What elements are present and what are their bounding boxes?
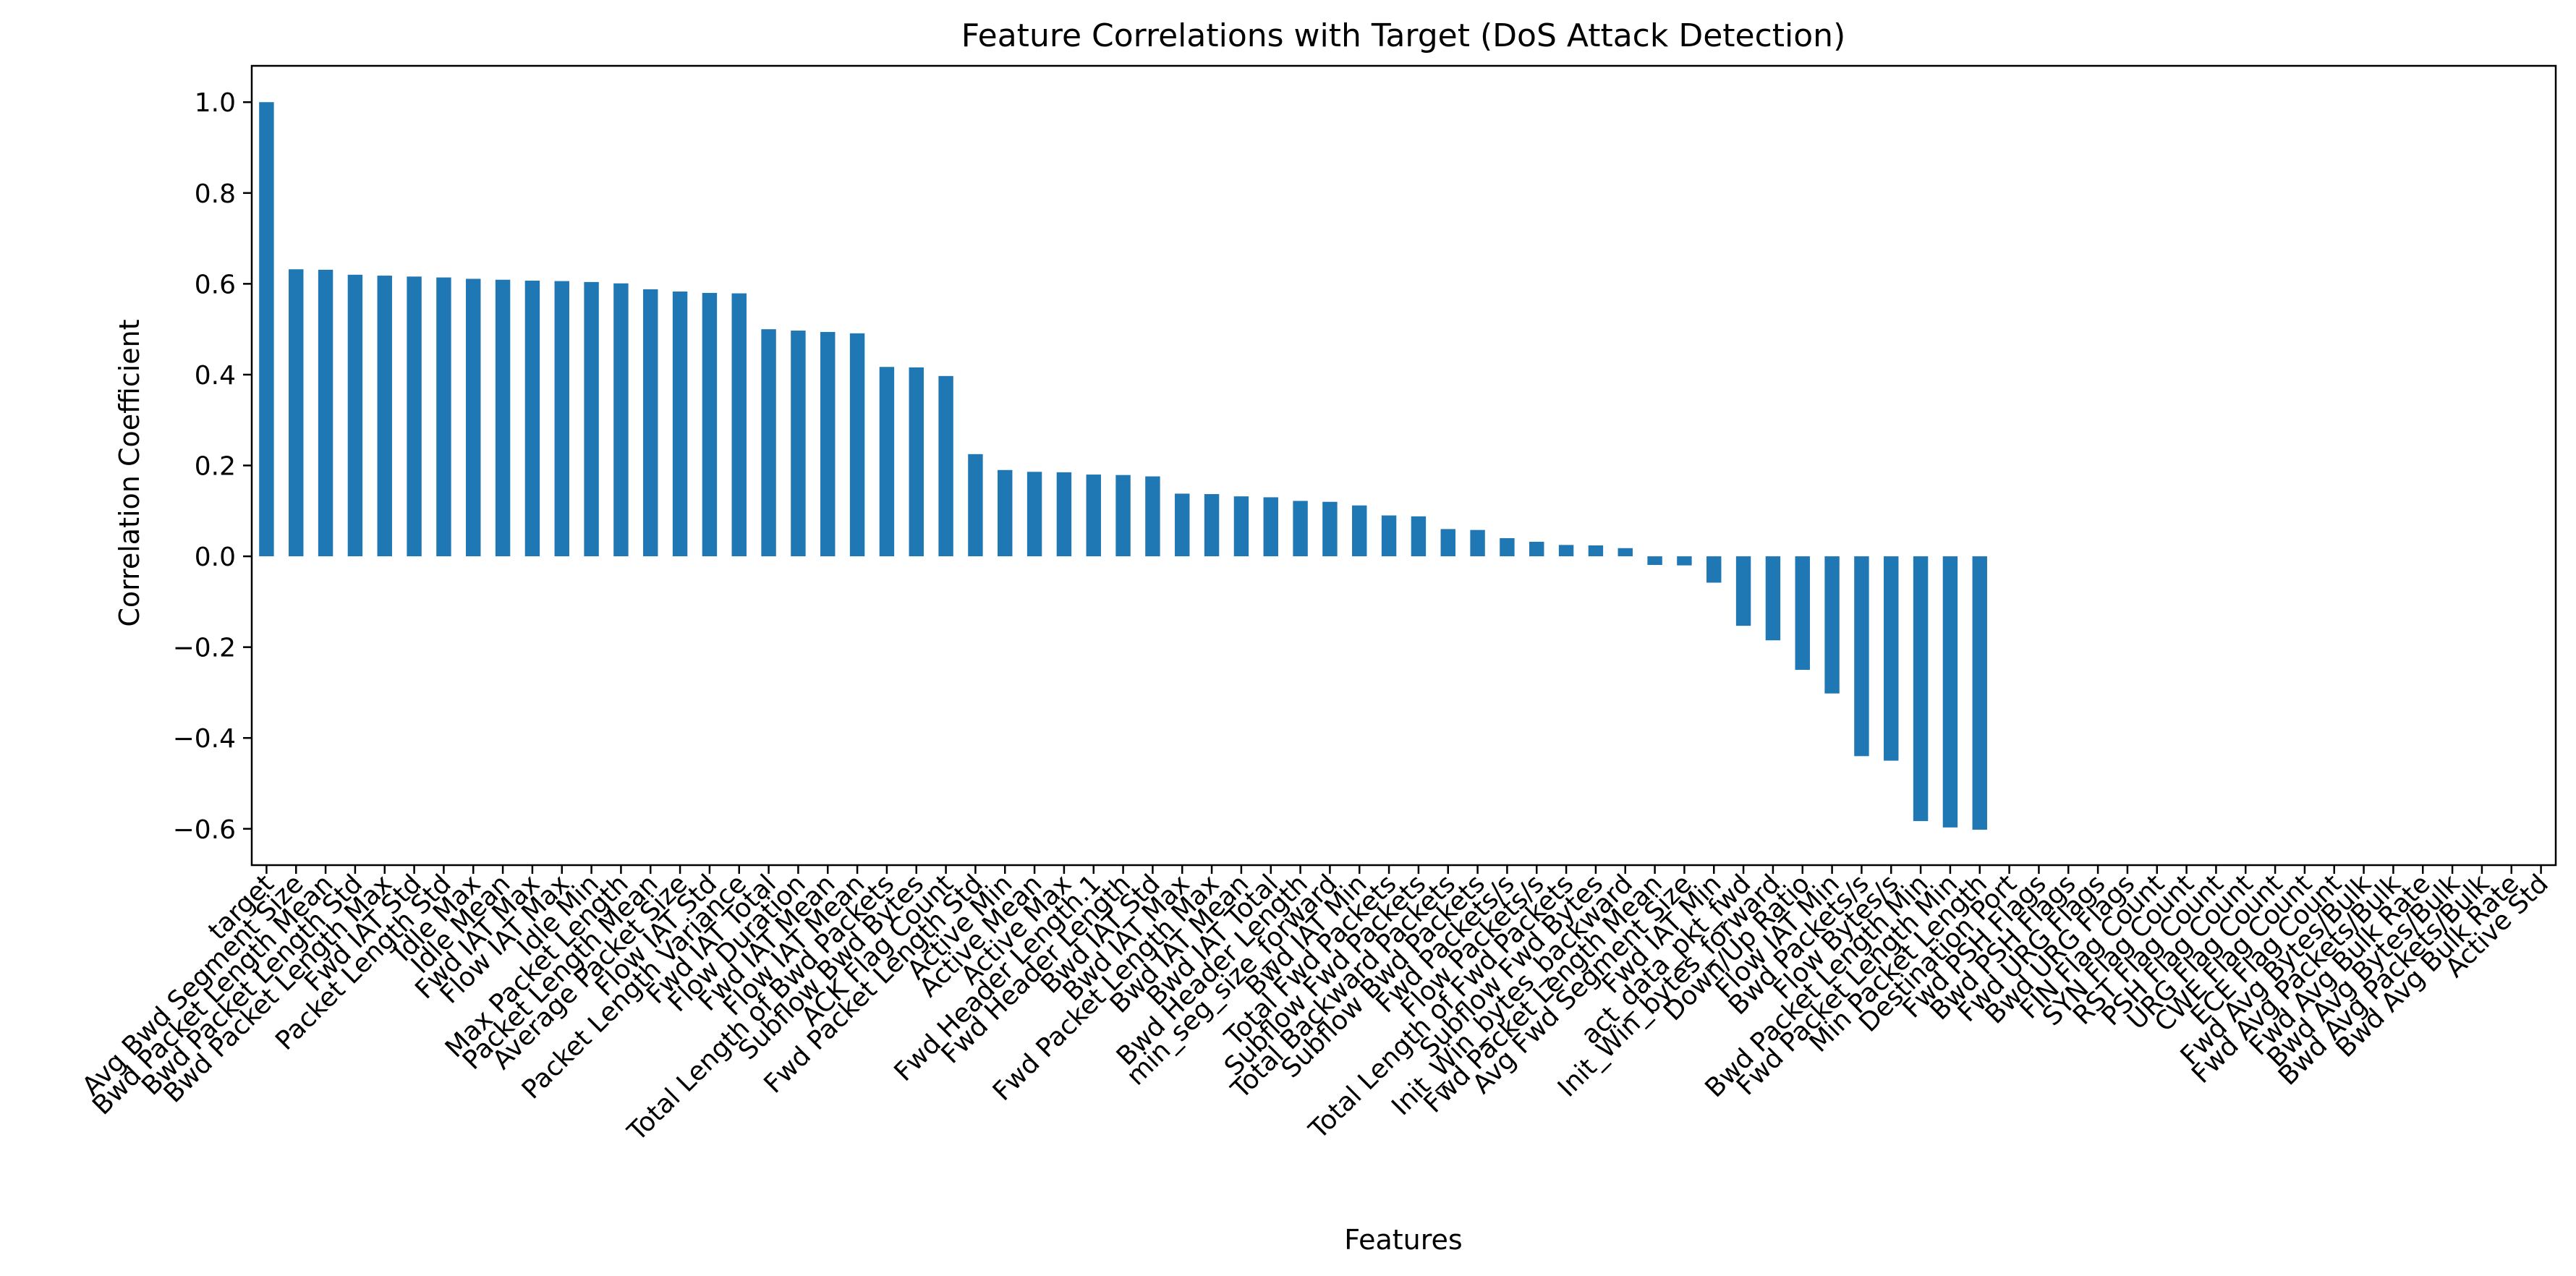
- bar: [259, 102, 274, 557]
- bar: [407, 276, 422, 557]
- bar: [1500, 537, 1515, 557]
- bar: [1115, 475, 1131, 557]
- bar: [1824, 556, 1840, 694]
- bar: [1913, 556, 1929, 822]
- bar: [1884, 556, 1899, 761]
- bar: [1470, 529, 1485, 557]
- bar: [466, 278, 481, 557]
- bar: [1204, 494, 1220, 557]
- bar: [1086, 475, 1101, 557]
- bar: [1677, 556, 1692, 566]
- bar: [702, 292, 718, 557]
- y-tick-label: 0.2: [195, 452, 236, 482]
- bar: [1145, 476, 1160, 557]
- bar: [909, 367, 924, 557]
- y-tick-label: −0.2: [173, 634, 236, 663]
- y-tick-label: −0.4: [173, 724, 236, 754]
- y-axis-ticks: −0.6 −0.4 −0.2 0.0 0.2 0.4 0.6 0.8 1.0: [173, 88, 252, 845]
- bar: [1175, 493, 1190, 557]
- bar: [1411, 516, 1427, 557]
- bar: [436, 277, 451, 557]
- bar: [289, 269, 304, 557]
- bar: [524, 280, 540, 557]
- bar: [1854, 556, 1869, 757]
- bar: [1322, 501, 1338, 557]
- bar: [672, 292, 688, 557]
- chart-title: Feature Correlations with Target (DoS At…: [961, 17, 1845, 54]
- bar: [1233, 496, 1249, 557]
- bar: [849, 333, 865, 557]
- y-tick-label: 0.0: [195, 543, 236, 572]
- bar: [554, 281, 569, 557]
- y-tick-label: 0.6: [195, 270, 236, 299]
- bar: [1381, 515, 1397, 557]
- y-tick-label: 0.4: [195, 361, 236, 391]
- bar: [1352, 505, 1367, 557]
- bar: [1942, 556, 1958, 828]
- y-tick-label: −0.6: [173, 815, 236, 845]
- x-axis-label: Features: [1344, 1224, 1462, 1256]
- bars-group: [259, 102, 1987, 830]
- bar: [643, 289, 658, 557]
- y-tick-label: 1.0: [195, 88, 236, 118]
- bar: [879, 367, 895, 557]
- bar: [1795, 556, 1810, 671]
- bar: [1263, 497, 1278, 557]
- bar: [1647, 556, 1662, 565]
- bar: [1618, 548, 1633, 557]
- bar: [968, 454, 983, 557]
- bar: [1558, 545, 1574, 557]
- bar: [820, 331, 836, 557]
- y-axis-label: Correlation Coefficient: [114, 319, 145, 626]
- bar: [1293, 501, 1308, 557]
- bar: [761, 329, 776, 557]
- plot-area-frame: [250, 64, 2557, 867]
- bar: [318, 269, 333, 557]
- bar: [613, 283, 629, 557]
- bar: [1026, 472, 1042, 557]
- bar: [1529, 541, 1544, 557]
- bar: [1735, 556, 1751, 626]
- bar: [1765, 556, 1781, 641]
- bar: [1588, 545, 1604, 557]
- bar: [377, 276, 392, 557]
- bar: [495, 279, 511, 557]
- bar: [938, 375, 953, 557]
- y-tick-label: 0.8: [195, 179, 236, 209]
- bar: [998, 469, 1013, 557]
- bar: [1706, 556, 1722, 583]
- bar: [791, 331, 806, 557]
- bar: [1440, 529, 1455, 557]
- bar: [731, 293, 747, 557]
- bar: [584, 281, 599, 557]
- bar: [347, 274, 363, 557]
- bar: [1972, 556, 1987, 830]
- bar: [1056, 472, 1072, 557]
